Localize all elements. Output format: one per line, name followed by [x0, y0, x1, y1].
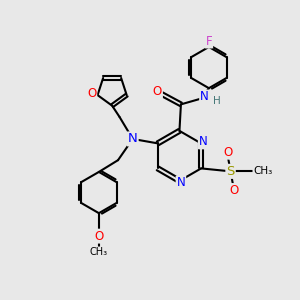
Text: CH₃: CH₃ — [253, 166, 273, 176]
Text: H: H — [213, 96, 221, 106]
Text: O: O — [153, 85, 162, 98]
Text: O: O — [87, 87, 96, 100]
Text: O: O — [223, 146, 232, 159]
Text: O: O — [229, 184, 238, 197]
Text: N: N — [199, 135, 208, 148]
Text: S: S — [226, 165, 235, 178]
Text: O: O — [94, 230, 104, 243]
Text: F: F — [206, 34, 212, 48]
Text: CH₃: CH₃ — [90, 247, 108, 257]
Text: N: N — [200, 91, 209, 103]
Text: N: N — [128, 133, 138, 146]
Text: N: N — [176, 176, 185, 190]
